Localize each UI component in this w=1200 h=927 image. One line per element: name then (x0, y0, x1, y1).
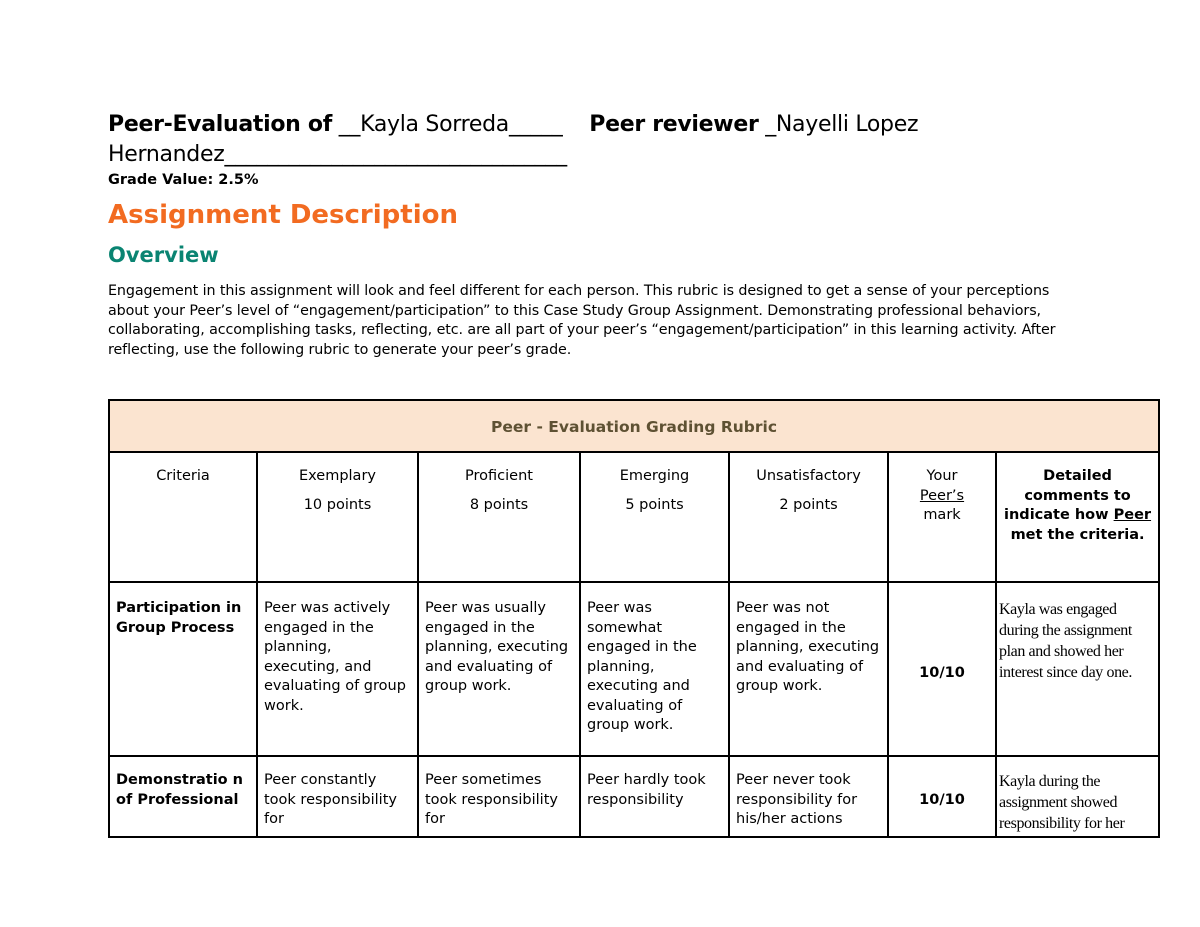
proficient-cell: Peer sometimes took responsibility for (417, 755, 581, 838)
overview-title: Overview (108, 243, 219, 267)
proficient-cell: Peer was usually engaged in the planning… (417, 581, 581, 757)
section-title: Assignment Description (108, 200, 458, 230)
header-unsatisfactory: Unsatisfactory 2 points (728, 451, 889, 583)
rubric-table: Peer - Evaluation Grading Rubric Criteri… (107, 399, 1161, 838)
exemplary-cell: Peer constantly took responsibility for (256, 755, 419, 838)
header-mark: Your Peer’s mark (887, 451, 997, 583)
reviewer-label: Peer reviewer (589, 112, 759, 137)
unsatisfactory-cell: Peer was not engaged in the planning, ex… (728, 581, 889, 757)
table-row: Participation in Group Process Peer was … (108, 581, 1161, 757)
exemplary-cell: Peer was actively engaged in the plannin… (256, 581, 419, 757)
header-proficient: Proficient 8 points (417, 451, 581, 583)
reviewer-name: _Nayelli Lopez Hernandez________________… (108, 112, 919, 167)
criteria-cell: Participation in Group Process (108, 581, 258, 757)
comment-cell[interactable]: Kayla during the assignment showed respo… (994, 755, 1161, 838)
title-prefix: Peer-Evaluation of (108, 112, 332, 137)
table-row: Demonstratio n of Professional Peer cons… (108, 755, 1161, 838)
header-criteria: Criteria (108, 451, 258, 583)
emerging-cell: Peer was somewhat engaged in the plannin… (579, 581, 730, 757)
criteria-cell: Demonstratio n of Professional (108, 755, 258, 838)
grade-value: Grade Value: 2.5% (108, 172, 259, 188)
comment-cell[interactable]: Kayla was engaged during the assignment … (994, 581, 1161, 757)
mark-cell[interactable]: 10/10 (887, 581, 997, 757)
unsatisfactory-cell: Peer never took responsibility for his/h… (728, 755, 889, 838)
rubric-header-row: Criteria Exemplary 10 points Proficient 8 … (108, 451, 1161, 583)
overview-text: Engagement in this assignment will look … (108, 283, 1056, 358)
emerging-cell: Peer hardly took responsibility (579, 755, 730, 838)
document-title: Peer-Evaluation of __Kayla Sorreda_____ … (108, 110, 1088, 170)
peer-name: __Kayla Sorreda_____ (338, 112, 563, 137)
header-emerging: Emerging 5 points (579, 451, 730, 583)
rubric-caption: Peer - Evaluation Grading Rubric (107, 399, 1161, 453)
mark-cell[interactable]: 10/10 (887, 755, 997, 838)
header-exemplary: Exemplary 10 points (256, 451, 419, 583)
header-comments: Detailed comments to indicate how Peer m… (994, 451, 1161, 583)
